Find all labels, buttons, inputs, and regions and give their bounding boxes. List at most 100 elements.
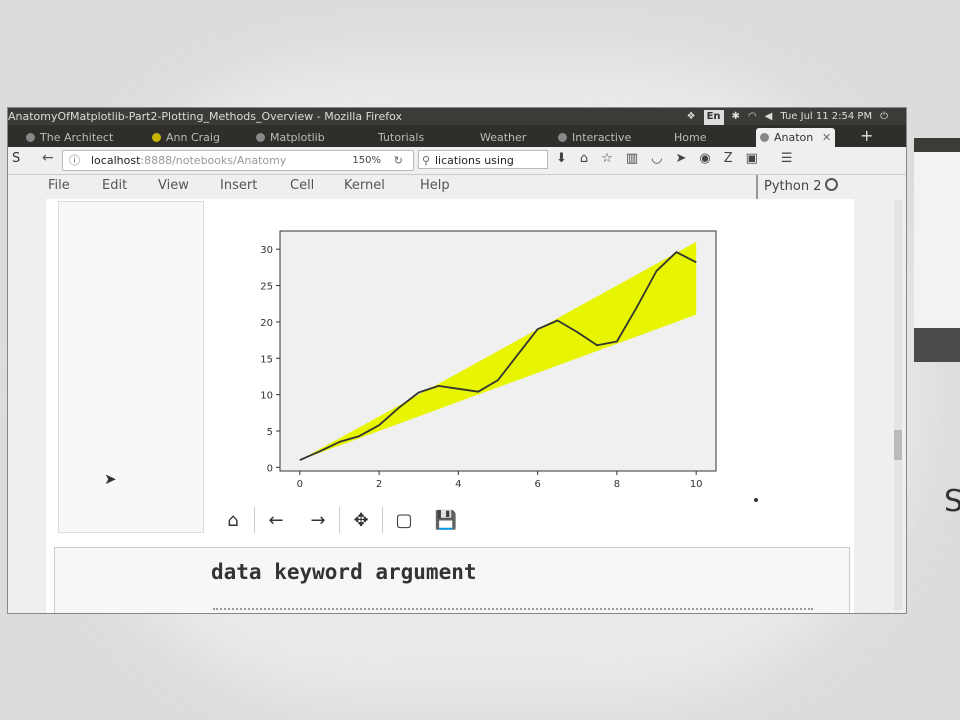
firefox-window: AnatomyOfMatplotlib-Part2-Plotting_Metho… (8, 108, 906, 613)
y-tick-label: 10 (260, 391, 273, 402)
zotero-icon[interactable]: Z (723, 151, 733, 166)
tab-favicon-icon (760, 133, 769, 142)
stray-dot (754, 498, 758, 502)
x-tick-label: 0 (297, 479, 303, 490)
url-host: localhost (91, 154, 141, 167)
tick-layer: 0 2 4 6 8 10 0 5 10 15 20 25 30 (260, 245, 702, 490)
close-tab-icon[interactable]: ✕ (822, 131, 832, 144)
tab-the-architect[interactable]: The Architect (22, 128, 113, 147)
forward-arrow-icon[interactable]: → (310, 509, 326, 531)
tab-favicon-icon (152, 133, 161, 142)
nav-icon-group: ⬇ ⌂ ☆ ▥ ◡ ➤ ◉ Z ▣ ☰ (556, 151, 793, 166)
navigation-bar: S ← ⓘ localhost:8888/notebooks/Anatomy 1… (8, 147, 906, 175)
output-side-panel (58, 201, 204, 533)
tab-interactive[interactable]: Interactive (554, 128, 631, 147)
tab-favicon-icon (26, 133, 35, 142)
hamburger-menu-icon[interactable]: ☰ (780, 151, 793, 166)
wifi-icon[interactable]: ◠ (747, 111, 757, 122)
clock[interactable]: Tue Jul 11 2:54 PM (780, 111, 873, 122)
tab-home[interactable]: Home (656, 128, 706, 147)
adjacent-window-titlebar (914, 138, 960, 152)
download-icon[interactable]: ⬇ (556, 151, 567, 166)
menu-kernel[interactable]: Kernel (344, 178, 385, 193)
tab-tutorials[interactable]: Tutorials (360, 128, 424, 147)
tab-favicon-icon (256, 133, 265, 142)
save-icon[interactable]: 💾 (434, 509, 458, 531)
dropbox-icon[interactable]: ❖ (686, 111, 696, 122)
back-arrow-icon[interactable]: ← (254, 507, 297, 533)
menu-insert[interactable]: Insert (220, 178, 258, 193)
tab-label: Matplotlib (270, 131, 325, 144)
tab-label: Weather (480, 131, 527, 144)
markdown-cell[interactable]: data keyword argument (54, 547, 850, 613)
plot-layer (299, 241, 697, 461)
adjacent-window-letter: S (944, 484, 960, 519)
tab-label: Anaton (774, 131, 814, 144)
y-tick-label: 5 (267, 427, 273, 438)
volume-icon[interactable]: ◀ (764, 111, 773, 122)
menu-edit[interactable]: Edit (102, 178, 128, 193)
new-tab-icon[interactable]: + (860, 126, 874, 145)
title-bar: AnatomyOfMatplotlib-Part2-Plotting_Metho… (8, 108, 906, 125)
tab-label: Home (674, 131, 707, 144)
search-text: lications using (435, 154, 514, 167)
y-tick-label: 0 (267, 463, 273, 474)
pan-icon[interactable]: ✥ (339, 507, 382, 533)
figure-canvas[interactable]: 0 2 4 6 8 10 0 5 10 15 20 25 30 (46, 199, 854, 613)
tab-label: Ann Craig (166, 131, 220, 144)
tab-weather[interactable]: Weather (462, 128, 526, 147)
zoom-rect-icon[interactable]: ▢ (382, 507, 425, 533)
scrollbar-thumb[interactable] (894, 430, 902, 460)
menu-view[interactable]: View (158, 178, 189, 193)
page-scrollbar[interactable] (894, 200, 902, 610)
library-icon[interactable]: ▥ (625, 151, 639, 166)
x-tick-label: 10 (690, 479, 703, 490)
x-tick-label: 4 (455, 479, 461, 490)
addon-icon[interactable]: ◉ (699, 151, 711, 166)
search-input[interactable]: ⚲ lications using (418, 150, 548, 169)
url-text: localhost:8888/notebooks/Anatomy (91, 151, 286, 170)
x-tick-label: 8 (614, 479, 620, 490)
url-path: :8888/notebooks/Anatomy (140, 154, 287, 167)
tab-favicon-icon (558, 133, 567, 142)
notebook-content: 0 2 4 6 8 10 0 5 10 15 20 25 30 ⌂ ← → ✥ ▢ 💾 data key… (46, 199, 854, 613)
figure-toolbar: ⌂ ← → ✥ ▢ 💾 (212, 507, 467, 533)
mouse-cursor-icon: ➤ (104, 470, 117, 488)
bookmark-star-icon[interactable]: ☆ (601, 151, 613, 166)
system-tray: ❖ En ✱ ◠ ◀ Tue Jul 11 2:54 PM ⏻ (687, 108, 888, 125)
pocket-icon[interactable]: ◡ (651, 151, 663, 166)
info-icon[interactable]: ⓘ (69, 154, 80, 167)
bluetooth-icon[interactable]: ✱ (731, 111, 740, 122)
adjacent-window-block (914, 328, 960, 362)
menu-file[interactable]: File (48, 178, 70, 193)
back-icon[interactable]: ← (42, 150, 54, 166)
send-icon[interactable]: ➤ (675, 151, 687, 166)
power-icon[interactable]: ⏻ (880, 111, 888, 122)
tab-matplotlib[interactable]: Matplotlib (252, 128, 325, 147)
window-title: AnatomyOfMatplotlib-Part2-Plotting_Metho… (8, 110, 403, 123)
tab-label: Tutorials (378, 131, 425, 144)
menu-help[interactable]: Help (420, 178, 450, 193)
tab-ann-craig[interactable]: Ann Craig (148, 128, 220, 147)
x-tick-label: 2 (376, 479, 382, 490)
series-line-0 (299, 251, 697, 461)
tab-bar: The Architect Ann Craig Matplotlib Tutor… (8, 125, 906, 147)
zoom-level[interactable]: 150% (352, 155, 381, 166)
menu-cell[interactable]: Cell (290, 178, 315, 193)
reload-icon[interactable]: ↻ (393, 154, 403, 167)
y-tick-label: 15 (260, 354, 273, 365)
y-tick-label: 30 (260, 245, 273, 256)
tab-anatomy-active[interactable]: Anaton ✕ (756, 128, 836, 147)
home-nav-icon[interactable]: ⌂ (579, 151, 589, 166)
language-indicator[interactable]: En (703, 110, 724, 125)
search-icon: ⚲ (422, 154, 431, 167)
notebook-menu-bar: File Edit View Insert Cell Kernel Help P… (8, 175, 906, 199)
kernel-status-icon (825, 178, 839, 191)
adjacent-window (914, 138, 960, 362)
y-tick-label: 25 (260, 282, 273, 293)
extension-icon[interactable]: ▣ (745, 151, 758, 166)
home-icon[interactable]: ⌂ (227, 509, 239, 531)
sidebar-toggle-icon[interactable]: S (12, 151, 21, 166)
url-bar[interactable]: ⓘ localhost:8888/notebooks/Anatomy 150% … (62, 150, 414, 171)
kernel-name: Python 2 (764, 179, 822, 194)
